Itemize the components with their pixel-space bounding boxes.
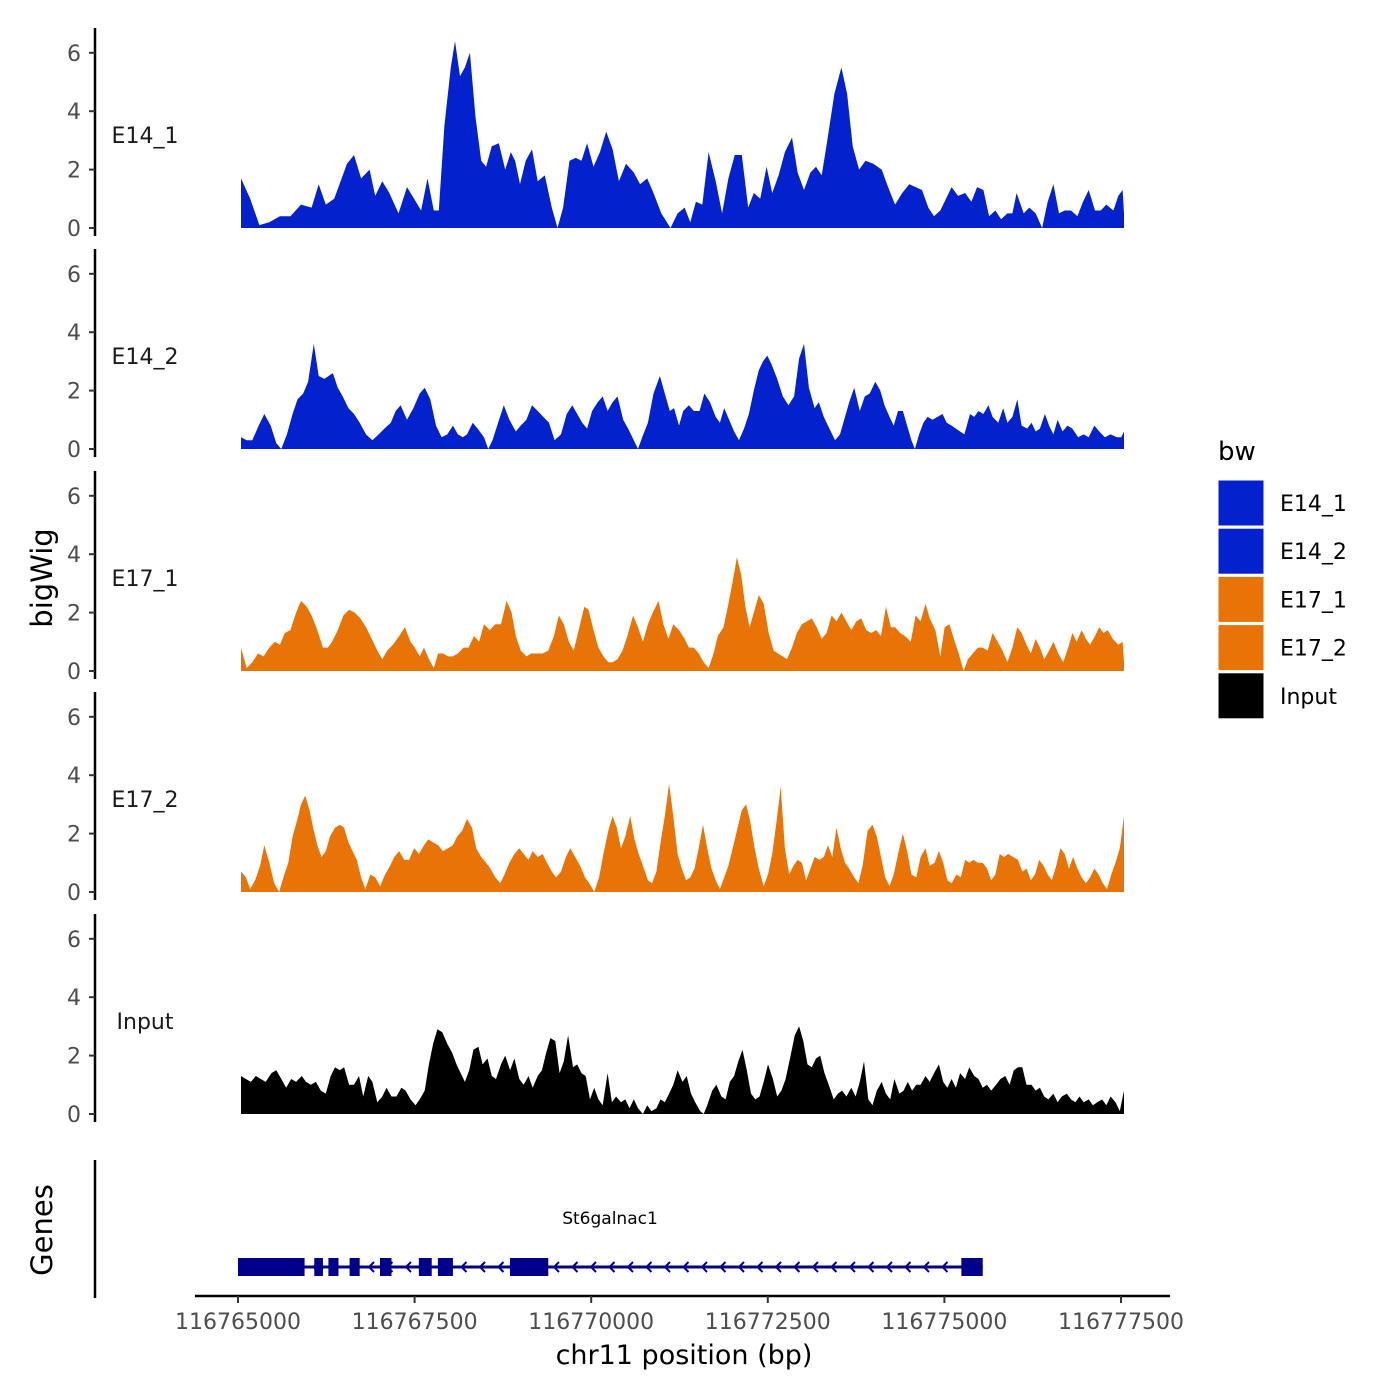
y-tick-label: 0: [67, 438, 81, 463]
strand-arrow: [589, 1261, 597, 1273]
x-axis: 116765000 116767500 116770000 116772500 1167…: [175, 1294, 1184, 1335]
track-label: E14_2: [112, 345, 179, 370]
strand-arrow: [756, 1261, 764, 1273]
coverage-area-e14-2: [241, 343, 1124, 449]
legend-key: [1217, 575, 1265, 623]
y-tick-label: 6: [67, 263, 81, 288]
strand-arrow: [626, 1261, 634, 1273]
y-tick-label: 6: [67, 485, 81, 510]
track-panel: 0 2 4 6 E14_2: [67, 249, 1124, 463]
genes-axis-title: Genes: [25, 1184, 59, 1276]
track-panel: 0 2 4 6 E14_1: [67, 28, 1124, 242]
y-tick-label: 2: [67, 602, 81, 627]
y-tick-label: 4: [67, 321, 81, 346]
x-axis-title: chr11 position (bp): [556, 1340, 813, 1371]
x-tick-label: 116767500: [352, 1310, 478, 1335]
track-label: E14_1: [112, 124, 179, 149]
x-tick-label: 116770000: [528, 1310, 654, 1335]
track-panel: 0 2 4 6 Input: [67, 914, 1124, 1128]
strand-arrow: [552, 1261, 560, 1273]
strand-arrow: [774, 1261, 782, 1273]
gene-name-label: St6galnac1: [562, 1209, 658, 1229]
y-tick-label: 0: [67, 881, 81, 906]
x-tick-label: 116775000: [881, 1310, 1007, 1335]
coverage-area-e17-1: [241, 557, 1124, 671]
gene-exon: [238, 1258, 305, 1276]
strand-arrow: [645, 1261, 653, 1273]
legend-key: [1217, 479, 1265, 527]
track-panel: 0 2 4 6 E17_1: [67, 471, 1124, 685]
y-tick-label: 2: [67, 823, 81, 848]
strand-arrow: [478, 1261, 486, 1273]
gene-exon: [961, 1258, 983, 1276]
y-tick-label: 0: [67, 660, 81, 685]
strand-arrow: [867, 1261, 875, 1273]
strand-arrow: [848, 1261, 856, 1273]
track-label: E17_2: [112, 788, 179, 813]
y-tick-label: 6: [67, 706, 81, 731]
strand-arrow: [460, 1261, 468, 1273]
y-tick-label: 2: [67, 1045, 81, 1070]
y-tick-label: 2: [67, 380, 81, 405]
gene-exon: [349, 1258, 360, 1276]
y-tick-label: 4: [67, 986, 81, 1011]
strand-arrow: [367, 1261, 375, 1273]
gene-exon: [437, 1258, 453, 1276]
coverage-area-e17-2: [241, 784, 1124, 892]
strand-arrow: [811, 1261, 819, 1273]
strand-arrow: [737, 1261, 745, 1273]
legend-label: E17_1: [1280, 588, 1347, 613]
legend: bw E14_1 E14_2 E17_1 E17_2 Input: [1217, 437, 1347, 720]
gene-exon: [379, 1258, 392, 1276]
strand-arrow: [885, 1261, 893, 1273]
track-panel: 0 2 4 6 E17_2: [67, 692, 1124, 906]
y-axis-title: bigWig: [25, 528, 59, 627]
coverage-area-input: [241, 1026, 1124, 1114]
legend-label: E17_2: [1280, 637, 1347, 662]
legend-key: [1217, 527, 1265, 575]
legend-key: [1217, 672, 1265, 720]
gene-exon: [418, 1258, 432, 1276]
legend-label: E14_2: [1280, 540, 1347, 565]
legend-label: Input: [1280, 685, 1337, 710]
gene-exon: [328, 1258, 339, 1276]
strand-arrow: [793, 1261, 801, 1273]
strand-arrow: [719, 1261, 727, 1273]
track-panels: 0 2 4 6 E14_1 0 2 4 6 E14_2 0 2 4 6 E17_1 0 2 4 6 E17_2 0 2 4 6…: [67, 28, 1124, 1128]
y-tick-label: 2: [67, 159, 81, 184]
legend-label: E14_1: [1280, 492, 1347, 517]
y-tick-label: 4: [67, 100, 81, 125]
strand-arrow: [571, 1261, 579, 1273]
gene-track-panel: St6galnac1: [93, 1160, 983, 1298]
coverage-area-e14-1: [241, 41, 1124, 228]
strand-arrow: [700, 1261, 708, 1273]
strand-arrow: [941, 1261, 949, 1273]
track-label: Input: [117, 1010, 174, 1035]
gene-exon: [509, 1258, 549, 1276]
track-label: E17_1: [112, 567, 179, 592]
gene-exon: [314, 1258, 323, 1276]
strand-arrow: [830, 1261, 838, 1273]
legend-key: [1217, 624, 1265, 672]
strand-arrow: [404, 1261, 412, 1273]
x-tick-label: 116765000: [175, 1310, 301, 1335]
y-tick-label: 0: [67, 217, 81, 242]
strand-arrow: [663, 1261, 671, 1273]
strand-arrow: [922, 1261, 930, 1273]
y-tick-label: 4: [67, 543, 81, 568]
x-tick-label: 116772500: [705, 1310, 831, 1335]
y-tick-label: 0: [67, 1103, 81, 1128]
strand-arrow: [608, 1261, 616, 1273]
strand-arrow: [682, 1261, 690, 1273]
y-tick-label: 6: [67, 928, 81, 953]
x-tick-label: 116777500: [1058, 1310, 1184, 1335]
y-tick-label: 4: [67, 764, 81, 789]
y-tick-label: 6: [67, 42, 81, 67]
strand-arrow: [904, 1261, 912, 1273]
strand-arrow: [497, 1261, 505, 1273]
legend-title: bw: [1218, 437, 1256, 467]
